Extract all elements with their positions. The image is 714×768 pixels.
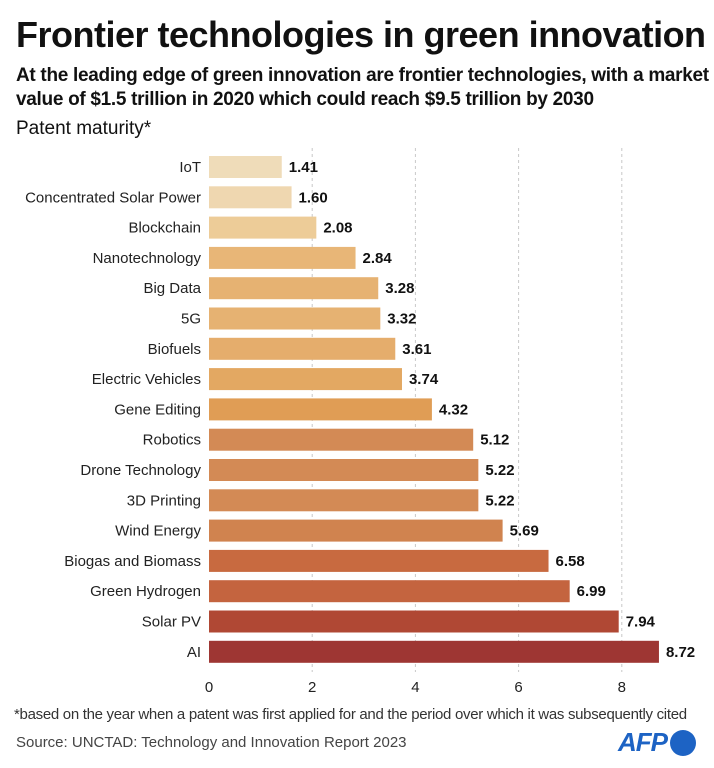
source: Source: UNCTAD: Technology and Innovatio… xyxy=(16,734,407,751)
bar xyxy=(209,398,432,421)
afp-logo: AFP xyxy=(618,727,696,758)
value-label: 3.74 xyxy=(409,371,439,388)
category-label: 5G xyxy=(181,311,201,328)
bar xyxy=(209,307,381,330)
category-label: Drone Technology xyxy=(80,462,201,479)
bar xyxy=(209,610,619,633)
category-label: Nanotechnology xyxy=(93,250,202,267)
value-label: 6.58 xyxy=(556,553,585,570)
category-label: Gene Editing xyxy=(114,401,201,418)
value-label: 5.22 xyxy=(485,462,514,479)
afp-logo-text: AFP xyxy=(618,727,668,757)
afp-logo-dot xyxy=(670,729,696,756)
x-tick-label: 0 xyxy=(205,679,213,696)
value-label: 3.32 xyxy=(387,311,416,328)
bar xyxy=(209,580,570,603)
category-label: Electric Vehicles xyxy=(92,371,201,388)
x-tick-label: 4 xyxy=(411,679,419,696)
category-label: Solar PV xyxy=(142,614,201,631)
bar xyxy=(209,549,549,572)
category-label: Blockchain xyxy=(128,220,201,237)
bar xyxy=(209,246,356,269)
value-label: 1.60 xyxy=(299,189,328,206)
value-label: 1.41 xyxy=(289,159,318,176)
category-label: AI xyxy=(187,644,201,661)
bar xyxy=(209,459,479,481)
value-label: 2.08 xyxy=(323,220,352,237)
value-label: 8.72 xyxy=(666,644,695,661)
category-label: IoT xyxy=(179,159,201,176)
axis-label: Patent maturity* xyxy=(16,118,152,139)
bar xyxy=(209,428,474,451)
value-label: 6.99 xyxy=(577,583,606,600)
value-label: 7.94 xyxy=(626,614,656,631)
value-label: 5.22 xyxy=(485,492,514,509)
bar xyxy=(209,277,379,300)
bar xyxy=(209,489,479,512)
bar xyxy=(209,216,317,239)
x-tick-label: 8 xyxy=(618,679,626,696)
value-label: 2.84 xyxy=(363,250,393,267)
bar xyxy=(209,368,402,391)
value-label: 3.28 xyxy=(385,280,414,297)
chart-subtitle: At the leading edge of green innovation … xyxy=(16,65,709,110)
category-label: Green Hydrogen xyxy=(90,583,201,600)
category-label: Robotics xyxy=(143,432,201,449)
bar xyxy=(209,519,503,542)
footnote: *based on the year when a patent was fir… xyxy=(14,706,687,723)
category-label: Biogas and Biomass xyxy=(64,553,201,570)
bar xyxy=(209,186,292,209)
category-label: Concentrated Solar Power xyxy=(25,189,201,206)
x-tick-label: 2 xyxy=(308,679,316,696)
bar xyxy=(209,337,396,360)
value-label: 3.61 xyxy=(402,341,431,358)
category-label: Wind Energy xyxy=(115,523,201,540)
chart-title: Frontier technologies in green innovatio… xyxy=(16,14,706,55)
bar xyxy=(209,640,659,663)
x-tick-label: 6 xyxy=(514,679,522,696)
category-label: Big Data xyxy=(143,280,201,297)
category-label: 3D Printing xyxy=(127,492,201,509)
bar xyxy=(209,156,282,178)
value-label: 4.32 xyxy=(439,401,468,418)
category-label: Biofuels xyxy=(148,341,201,358)
value-label: 5.12 xyxy=(480,432,509,449)
value-label: 5.69 xyxy=(510,523,539,540)
